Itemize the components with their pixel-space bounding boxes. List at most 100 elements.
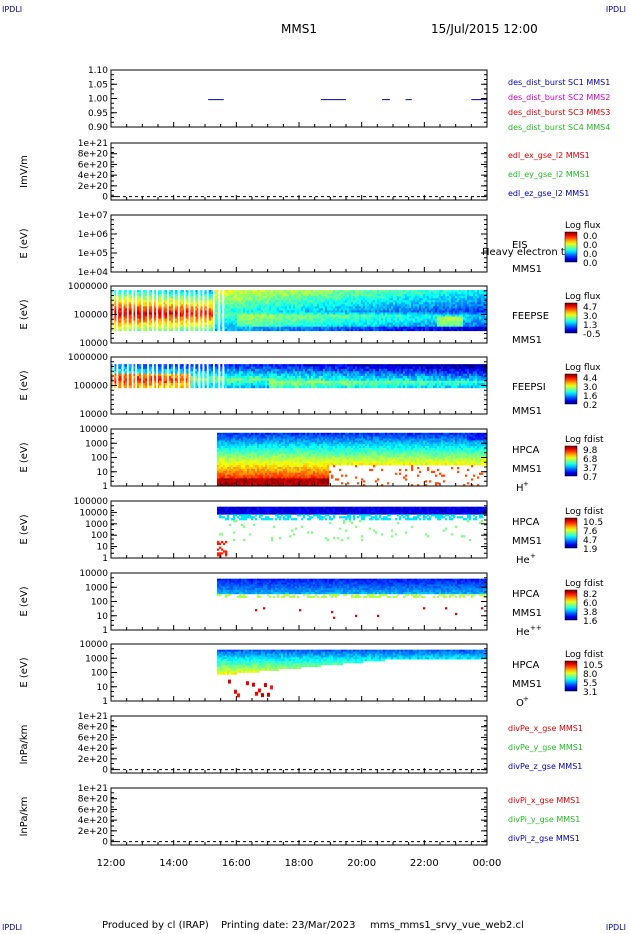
y-tick-label-edl-3: 4e+20 (78, 171, 109, 181)
y-tick-label-hpca_h-4: 1 (102, 482, 108, 492)
oplus-hot-patches (227, 679, 273, 698)
species-label-hpca_he: He (516, 555, 530, 566)
y-axis-label-hpca_he: E (eV) (19, 514, 30, 544)
y-tick-label-divpi-3: 4e+20 (78, 816, 109, 826)
colorbar-title-hpca_h: Log fdist (565, 435, 604, 445)
colorbar-tick-feepsi-0: 4.4 (583, 374, 598, 384)
y-tick-label-divpi-4: 2e+20 (78, 827, 109, 837)
panel-frame-burst (110, 69, 488, 128)
header-mission: MMS1 (281, 22, 317, 36)
colorbar-tick-eis-2: 0.0 (583, 250, 598, 260)
legend-divpi-0: divPi_x_gse MMS1 (508, 796, 580, 805)
y-tick-label-hpca_h-0: 10000 (79, 425, 108, 435)
x-tick-label-3: 18:00 (285, 858, 314, 869)
y-tick-label-hpca_he-2: 1000 (85, 520, 108, 530)
colorbar-title-feepsi: Log flux (565, 363, 601, 373)
y-tick-label-hpca_he-4: 10 (97, 543, 109, 553)
species-charge-hpca_hepp: ++ (530, 624, 542, 632)
y-tick-label-hpca_h-2: 100 (91, 454, 108, 464)
species-charge-hpca_o: + (523, 695, 529, 703)
y-tick-label-hpca_he-0: 100000 (74, 497, 109, 507)
x-tick-label-4: 20:00 (347, 858, 376, 869)
colorbar-tick-hpca_o-1: 8.0 (583, 670, 598, 680)
y-tick-label-feepse-1: 100000 (74, 311, 109, 321)
y-tick-label-divpe-1: 8e+20 (78, 723, 109, 733)
instrument-label-hpca_o: HPCA (512, 660, 540, 671)
y-tick-label-eis-0: 1e+07 (78, 211, 108, 221)
colorbar-tick-hpca_he-1: 7.6 (583, 527, 598, 537)
legend-divpi-1: divPi_y_gse MMS1 (508, 815, 580, 824)
spacecraft-label-feepsi: MMS1 (512, 406, 542, 417)
colorbar-tick-feepsi-3: 0.2 (583, 401, 597, 411)
colorbar-title-hpca_hepp: Log fdist (565, 579, 604, 589)
overlay-text-eis: Heavy electron to (482, 247, 571, 258)
spectrogram-hpca_hepp (217, 578, 488, 619)
colorbar-tick-feepsi-2: 1.6 (583, 392, 598, 402)
colorbar-feepse (564, 302, 578, 334)
species-charge-hpca_he: + (530, 552, 536, 560)
colorbar-tick-feepse-1: 3.0 (583, 312, 598, 322)
y-tick-label-feepsi-1: 100000 (74, 382, 109, 392)
y-axis-label-eis: E (eV) (19, 228, 30, 258)
y-axis-label-hpca_h: E (eV) (19, 442, 30, 472)
spacecraft-label-hpca_o: MMS1 (512, 679, 542, 690)
colorbar-tick-eis-1: 0.0 (583, 241, 598, 251)
colorbar-tick-eis-3: 0.0 (583, 259, 598, 269)
y-tick-label-feepsi-2: 10000 (79, 410, 108, 420)
y-tick-label-divpe-3: 4e+20 (78, 744, 109, 754)
legend-divpe-0: divPe_x_gse MMS1 (508, 724, 583, 733)
spectrogram-hpca_h (217, 432, 488, 487)
y-tick-label-hpca_hepp-4: 1 (102, 626, 108, 636)
y-tick-label-edl-5: 0 (102, 193, 108, 203)
y-tick-label-eis-3: 1e+04 (78, 268, 109, 278)
y-tick-label-divpe-4: 2e+20 (78, 755, 109, 765)
instrument-label-eis: EIS (512, 240, 528, 251)
y-axis-label-divpe: lnPa/km (19, 725, 30, 765)
colorbar-tick-hpca_hepp-3: 1.6 (583, 617, 598, 627)
y-tick-label-divpe-5: 0 (102, 766, 108, 776)
legend-burst-0: des_dist_burst SC1 MMS1 (508, 78, 610, 87)
y-axis-label-hpca_hepp: E (eV) (19, 586, 30, 616)
panel-frame-edl (110, 142, 488, 201)
y-tick-label-hpca_he-1: 10000 (79, 508, 108, 518)
y-tick-label-burst-0: 1.10 (88, 66, 108, 76)
spectrogram-hpca_he (217, 506, 488, 559)
species-label-hpca_hepp: He (516, 627, 530, 638)
colorbar-tick-hpca_he-3: 1.9 (583, 545, 598, 555)
colorbar-tick-hpca_o-3: 3.1 (583, 688, 597, 698)
colorbar-tick-hpca_h-1: 6.8 (583, 455, 598, 465)
colorbar-tick-hpca_hepp-0: 8.2 (583, 590, 597, 600)
y-tick-label-hpca_o-1: 1000 (85, 654, 108, 664)
x-tick-label-5: 22:00 (410, 858, 439, 869)
colorbar-tick-hpca_h-0: 9.8 (583, 446, 598, 456)
legend-burst-1: des_dist_burst SC2 MMS2 (508, 93, 610, 102)
legend-divpi-2: divPi_z_gse MMS1 (508, 834, 580, 843)
instrument-label-hpca_hepp: HPCA (512, 589, 540, 600)
y-tick-label-burst-4: 0.90 (88, 123, 108, 133)
y-tick-label-divpi-1: 8e+20 (78, 795, 109, 805)
colorbar-title-hpca_o: Log fdist (565, 650, 604, 660)
panel-frame-divpe (110, 715, 488, 774)
feeps-data-gaps (112, 290, 225, 392)
instrument-label-feepsi: FEEPSI (512, 382, 546, 393)
colorbar-tick-hpca_h-2: 3.7 (583, 464, 597, 474)
y-tick-label-hpca_he-5: 1 (102, 554, 108, 564)
header-datetime: 15/Jul/2015 12:00 (431, 22, 538, 36)
y-tick-label-hpca_o-4: 1 (102, 697, 108, 707)
species-label-hpca_h: H (516, 483, 524, 494)
legend-divpe-1: divPe_y_gse MMS1 (508, 743, 583, 752)
y-tick-label-feepse-2: 10000 (79, 339, 108, 349)
y-tick-label-eis-1: 1e+06 (78, 230, 109, 240)
colorbar-tick-hpca_he-2: 4.7 (583, 536, 597, 546)
y-tick-label-feepsi-0: 1000000 (68, 353, 108, 363)
footer-produced-by: Produced by cl (IRAP) (102, 920, 209, 931)
y-axis-label-feepse: E (eV) (19, 299, 30, 329)
y-axis-label-hpca_o: E (eV) (19, 657, 30, 687)
x-tick-label-1: 14:00 (159, 858, 188, 869)
instrument-label-hpca_h: HPCA (512, 445, 540, 456)
legend-edl-1: edl_ey_gse_l2 MMS1 (508, 170, 590, 179)
panel-frame-eis (110, 214, 488, 273)
spacecraft-label-hpca_h: MMS1 (512, 464, 542, 475)
footer-printing-date: Printing date: 23/Mar/2023 (221, 920, 356, 931)
